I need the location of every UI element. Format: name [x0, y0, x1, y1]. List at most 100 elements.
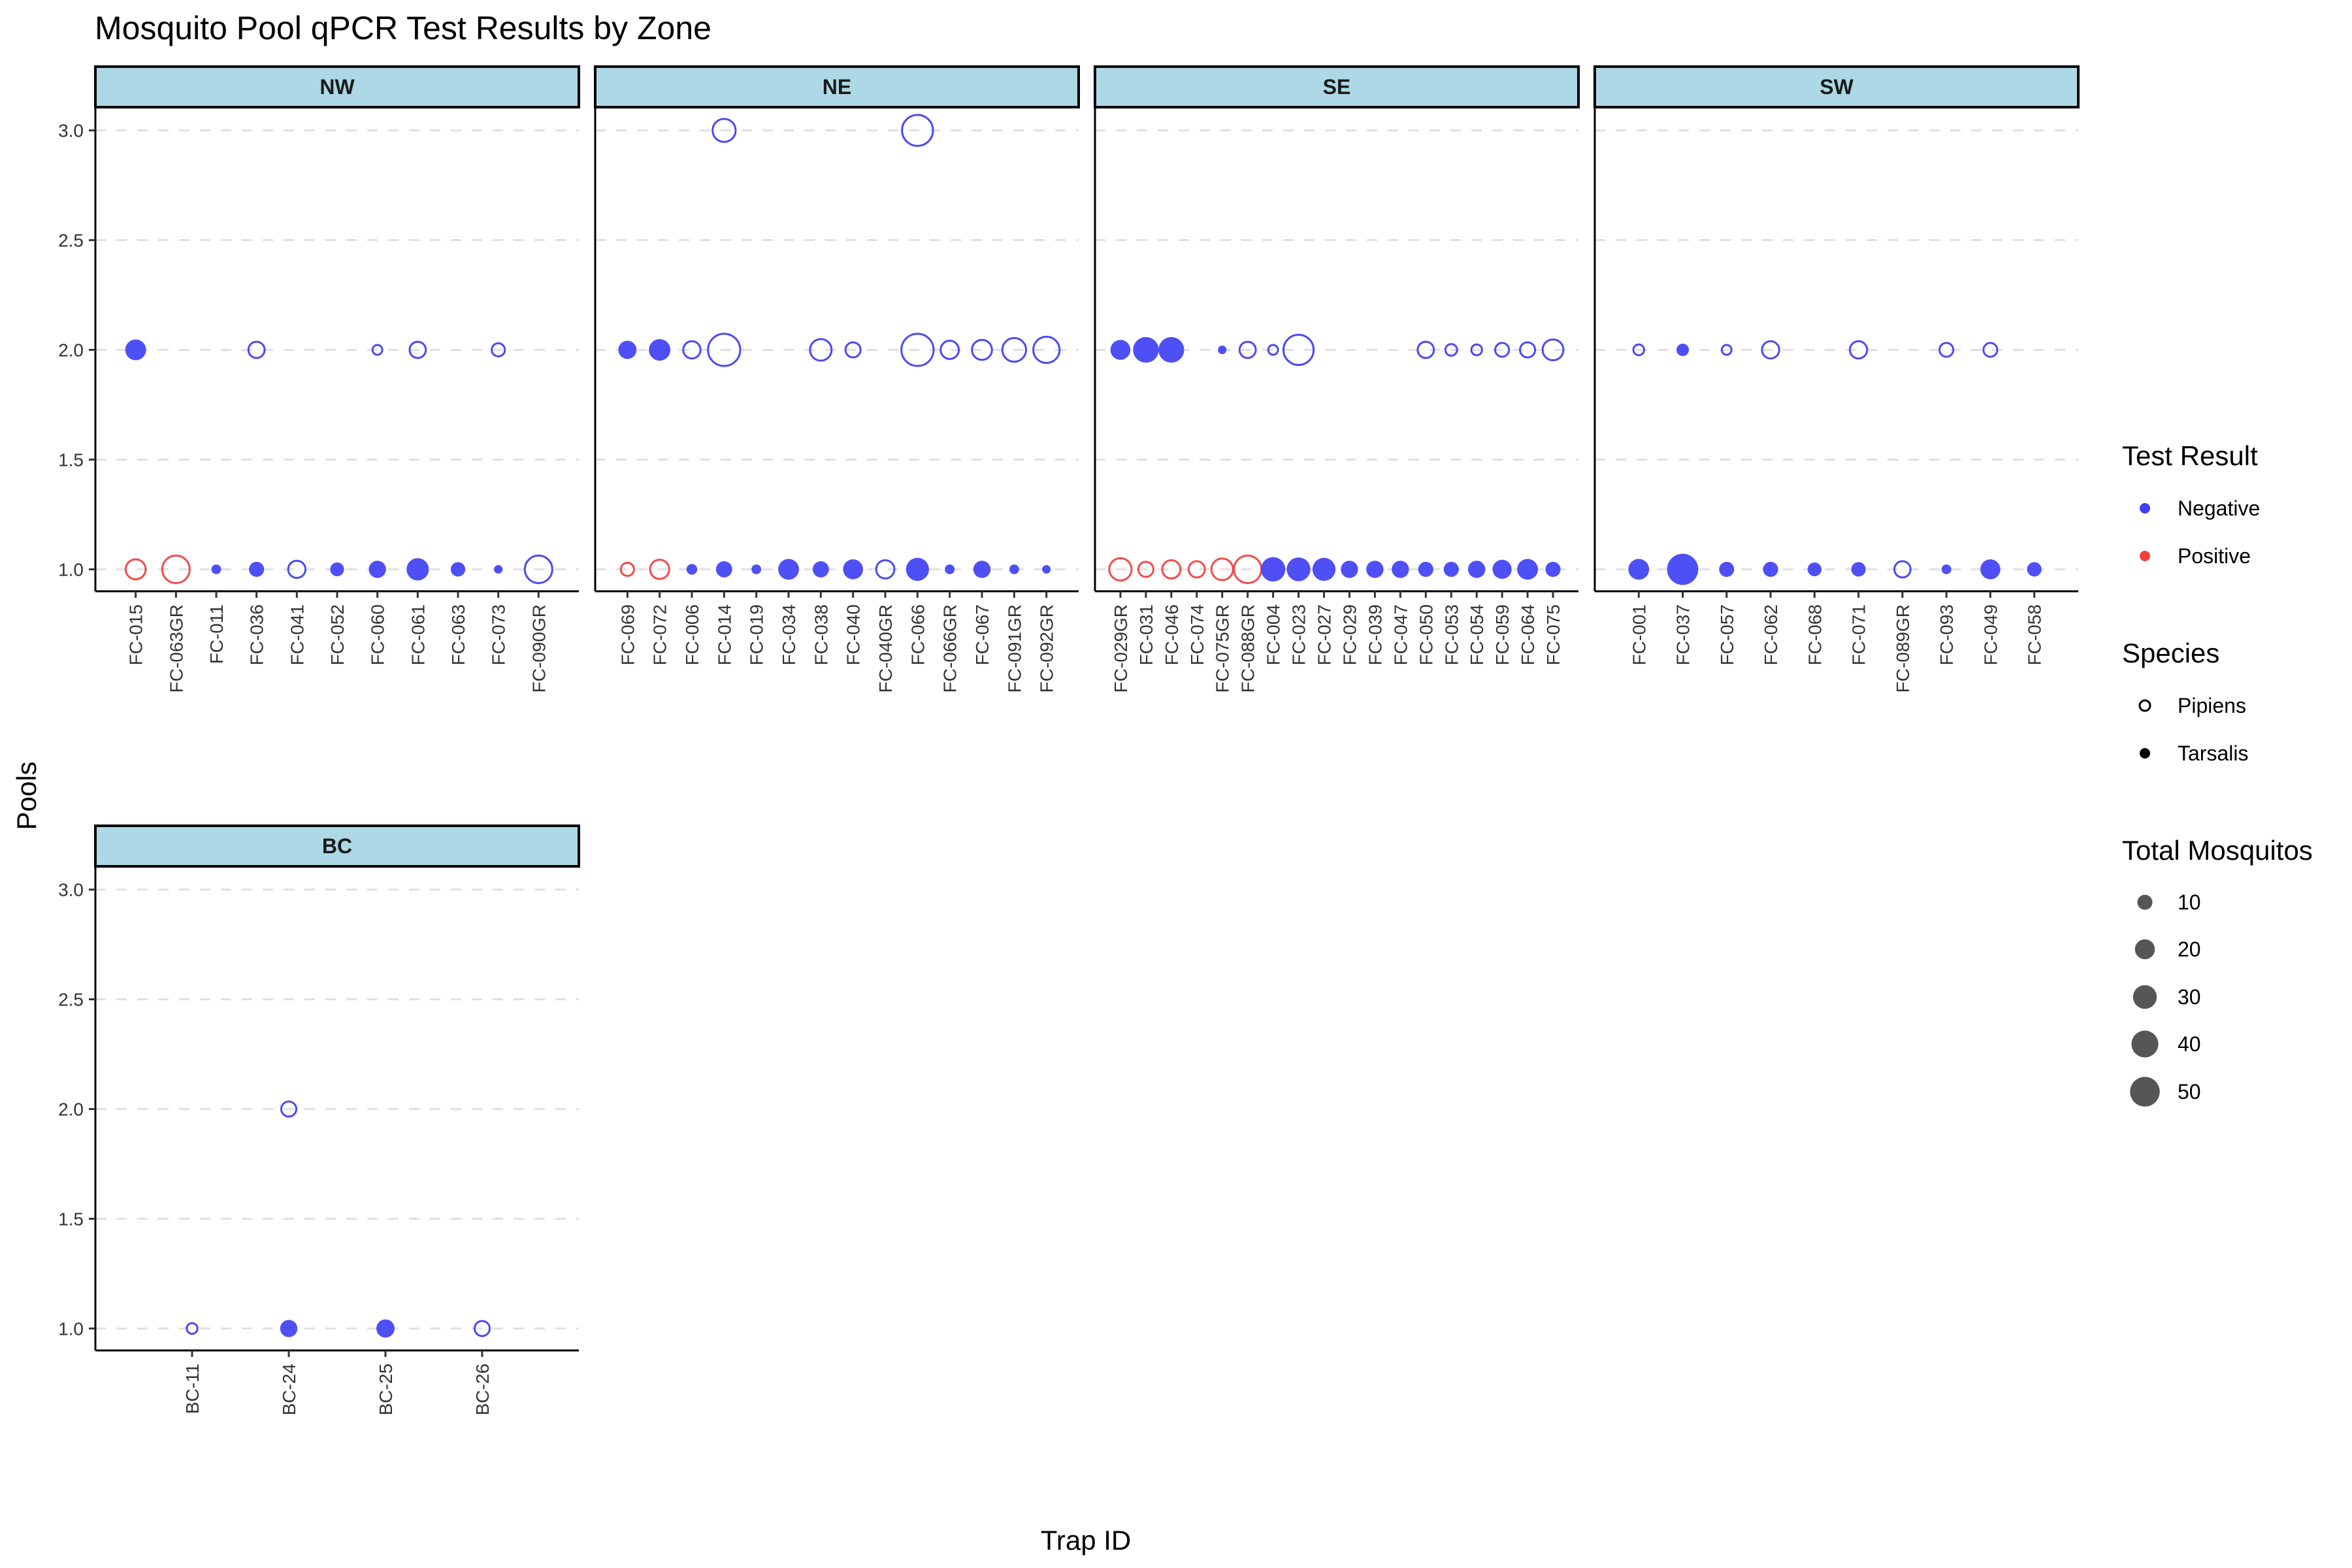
point-nw-fc-052-1-10 [330, 562, 344, 576]
point-se-fc-046-2-2 [1158, 336, 1184, 363]
x-tick-label-sw-4: FC-068 [1805, 604, 1825, 665]
legend-size-key-40 [2131, 1030, 2159, 1058]
legend-key-negative [2140, 503, 2150, 514]
x-tick-label-sw-7: FC-093 [1936, 604, 1957, 665]
x-tick-label-ne-2: FC-006 [682, 604, 702, 665]
legend-size-key-10 [2137, 894, 2153, 910]
point-ne-fc-067-2-10 [971, 338, 993, 361]
y-tick-label-bc-4: 3.0 [58, 880, 84, 900]
x-tick-label-se-10: FC-039 [1365, 604, 1385, 665]
point-se-fc-064-1-29 [1517, 559, 1539, 580]
y-tick-label-nw-3: 2.5 [58, 231, 84, 251]
point-nw-fc-036-1-8 [249, 561, 265, 577]
point-ne-fc-066-1-22 [906, 557, 929, 581]
point-nw-fc-073-2-4 [491, 342, 506, 358]
x-tick-label-nw-5: FC-052 [327, 604, 348, 665]
point-sw-fc-062-2-3 [1761, 340, 1780, 360]
legend-test-result: Test Result Negative Positive [2122, 440, 2260, 568]
x-tick-label-nw-2: FC-011 [206, 604, 227, 664]
x-tick-label-ne-7: FC-040 [843, 604, 864, 665]
legend-size-label-30: 30 [2178, 985, 2201, 1009]
x-tick-label-se-0: FC-029GR [1111, 604, 1131, 693]
point-bc-bc-25-1-3 [376, 1319, 395, 1338]
point-bc-bc-24-2-0 [280, 1100, 298, 1118]
legend-size-label-20: 20 [2178, 938, 2201, 961]
strip-label-se: SE [1323, 75, 1351, 99]
x-tick-label-ne-0: FC-069 [617, 604, 638, 665]
x-tick-label-nw-9: FC-073 [489, 604, 509, 665]
legend-size-entries: 10 20 30 40 50 [2130, 890, 2201, 1107]
point-bc-bc-26-1-4 [473, 1320, 491, 1337]
point-sw-fc-057-1-9 [1719, 561, 1735, 577]
x-tick-label-ne-4: FC-019 [747, 604, 767, 665]
x-tick-label-bc-3: BC-26 [472, 1364, 493, 1415]
strip-ne [594, 65, 1080, 108]
x-tick-label-nw-4: FC-041 [287, 604, 307, 665]
point-se-fc-023-2-6 [1282, 333, 1315, 367]
legend-key-positive [2140, 551, 2150, 561]
legend-size-key-50 [2130, 1077, 2160, 1107]
strip-label-ne: NE [823, 75, 851, 99]
point-ne-fc-092gr-1-26 [1042, 564, 1051, 574]
point-nw-fc-090gr-1-15 [523, 554, 553, 584]
point-se-fc-074-1-16 [1187, 560, 1206, 579]
x-tick-label-sw-6: FC-089GR [1893, 604, 1913, 693]
legend-total-mosquitos: Total Mosquitos 10 20 30 40 50 [2122, 835, 2313, 1107]
point-se-fc-075-1-30 [1545, 561, 1561, 577]
y-tick-label-bc-0: 1.0 [58, 1318, 84, 1339]
y-tick-label-nw-2: 2.0 [58, 340, 84, 361]
legend-size-label-10: 10 [2178, 890, 2201, 914]
point-sw-fc-093-1-14 [1941, 564, 1952, 574]
x-tick-label-ne-5: FC-034 [779, 604, 799, 665]
point-se-fc-054-1-27 [1468, 561, 1486, 578]
point-ne-fc-006-1-15 [686, 564, 698, 575]
point-sw-fc-037-1-8 [1667, 553, 1699, 585]
strip-se [1094, 65, 1580, 108]
point-ne-fc-014-1-16 [715, 561, 732, 578]
point-ne-fc-092gr-2-12 [1032, 335, 1061, 365]
point-se-fc-046-1-15 [1161, 559, 1182, 580]
point-sw-fc-089gr-1-13 [1893, 560, 1912, 579]
point-se-fc-053-2-8 [1444, 343, 1458, 357]
point-nw-fc-015-1-5 [124, 558, 147, 581]
point-ne-fc-091gr-2-11 [1001, 336, 1027, 363]
x-tick-label-se-13: FC-053 [1441, 604, 1462, 665]
x-tick-label-ne-12: FC-091GR [1004, 604, 1024, 693]
point-ne-fc-066-3-1 [901, 114, 934, 147]
x-tick-label-sw-9: FC-058 [2025, 604, 2045, 665]
point-se-fc-027-1-21 [1312, 557, 1336, 581]
point-nw-fc-060-1-11 [368, 561, 386, 578]
legend-title-species: Species [2122, 638, 2219, 668]
x-tick-label-sw-0: FC-001 [1629, 604, 1649, 665]
point-ne-fc-066-2-8 [900, 333, 935, 367]
point-nw-fc-015-2-0 [125, 339, 146, 361]
point-se-fc-050-2-7 [1416, 340, 1435, 359]
y-tick-label-nw-0: 1.0 [58, 559, 84, 580]
point-nw-fc-011-1-7 [211, 564, 221, 574]
x-tick-label-ne-6: FC-038 [811, 604, 831, 665]
x-tick-label-ne-13: FC-092GR [1037, 604, 1057, 693]
x-tick-label-se-7: FC-023 [1289, 604, 1309, 665]
legend-size-label-50: 50 [2178, 1080, 2201, 1103]
point-ne-fc-040-1-20 [843, 559, 863, 580]
point-nw-fc-063gr-1-6 [161, 554, 191, 584]
x-tick-label-nw-0: FC-015 [126, 604, 146, 665]
x-tick-label-nw-10: FC-090GR [529, 604, 549, 693]
x-tick-label-se-8: FC-027 [1315, 604, 1335, 665]
strip-nw [94, 65, 580, 108]
x-tick-label-ne-1: FC-072 [650, 604, 670, 665]
point-ne-fc-019-1-17 [751, 564, 762, 574]
x-axis-title: Trap ID [1041, 1525, 1131, 1556]
point-sw-fc-071-1-12 [1851, 562, 1866, 577]
x-tick-label-ne-11: FC-067 [972, 604, 992, 665]
facet-panels: NW 1.0 1.5 2.0 2.5 3.0 FC-015 FC-063GR FC-011 FC-… [58, 65, 2080, 1415]
point-bc-bc-11-1-1 [186, 1322, 199, 1335]
point-se-fc-031-2-1 [1133, 336, 1159, 363]
panel-bc: BC 1.0 1.5 2.0 2.5 3.0 BC-11 BC-24 BC-25 BC-26 [58, 825, 580, 1415]
legend-size-label-40: 40 [2178, 1032, 2201, 1056]
x-tick-label-bc-1: BC-24 [279, 1364, 299, 1415]
x-tick-label-se-14: FC-054 [1467, 604, 1487, 665]
